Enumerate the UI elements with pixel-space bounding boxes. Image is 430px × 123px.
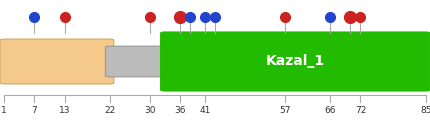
FancyBboxPatch shape xyxy=(105,46,169,77)
Text: 22: 22 xyxy=(104,106,115,115)
FancyBboxPatch shape xyxy=(161,32,430,91)
Text: 7: 7 xyxy=(31,106,37,115)
Text: 36: 36 xyxy=(174,106,186,115)
Text: Kazal_1: Kazal_1 xyxy=(266,54,325,69)
Text: 85: 85 xyxy=(420,106,430,115)
Text: 1: 1 xyxy=(1,106,7,115)
Text: 41: 41 xyxy=(199,106,211,115)
Text: 72: 72 xyxy=(355,106,366,115)
Text: 57: 57 xyxy=(280,106,291,115)
Text: 30: 30 xyxy=(144,106,156,115)
Text: 13: 13 xyxy=(59,106,70,115)
FancyBboxPatch shape xyxy=(0,39,114,84)
Text: 66: 66 xyxy=(325,106,336,115)
